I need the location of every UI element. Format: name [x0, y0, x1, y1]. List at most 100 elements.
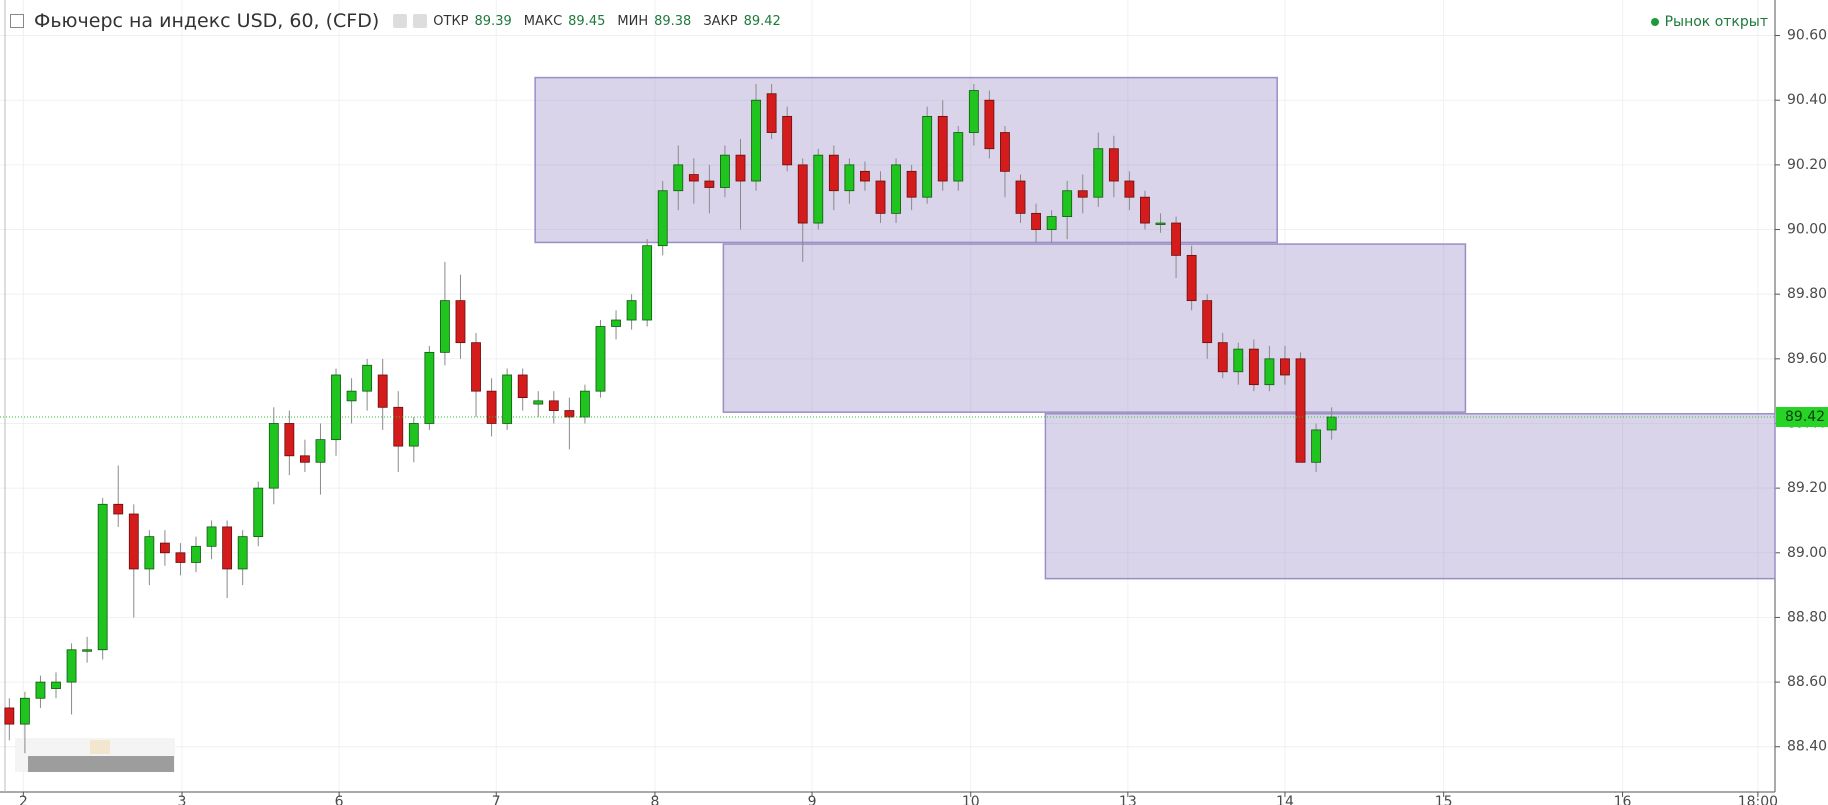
y-tick-label: 88.40 — [1787, 739, 1827, 755]
candle-body — [1264, 358, 1275, 386]
candle-body — [66, 649, 77, 683]
label: ОТКР — [433, 13, 469, 29]
candle-body — [548, 400, 559, 411]
candle-body — [1077, 190, 1088, 198]
candle-body — [1295, 358, 1306, 463]
candle-body — [595, 326, 606, 392]
candle-body — [284, 423, 295, 457]
label: МАКС — [523, 13, 563, 29]
candle-body — [626, 300, 637, 321]
candle-body — [268, 423, 279, 489]
candle-body — [299, 455, 310, 463]
candle-body — [828, 154, 839, 192]
candle-body — [408, 423, 419, 447]
x-tick-label: 10 — [962, 794, 980, 805]
candle-body — [175, 552, 186, 563]
candle-body — [580, 390, 590, 418]
candle-body — [1202, 300, 1213, 344]
candle-body — [720, 154, 730, 188]
candle-body — [128, 513, 139, 570]
candle-body — [19, 697, 30, 725]
candle-body — [377, 374, 388, 408]
candle-body — [97, 503, 108, 651]
candle-body — [875, 180, 886, 214]
zone — [722, 243, 1467, 413]
candle-body — [766, 93, 777, 133]
candle-body — [844, 164, 855, 192]
candle-body — [331, 374, 341, 441]
candle-body — [144, 536, 155, 570]
candle-body — [968, 90, 979, 133]
candle-body — [440, 300, 450, 353]
plot-area — [0, 0, 1775, 792]
candle-body — [51, 681, 61, 689]
candle-body — [346, 390, 357, 402]
candle-body — [860, 170, 870, 182]
candle-body — [673, 164, 684, 192]
header: Фьючерс на индекс USD, 60, (CFD) ОТКР 89.… — [10, 10, 787, 32]
candle-body — [533, 400, 544, 405]
y-tick-label: 89.60 — [1787, 351, 1827, 367]
icon[interactable] — [393, 14, 408, 28]
x-tick-label: 7 — [492, 794, 501, 805]
candle-body — [237, 536, 248, 570]
candle-body — [937, 115, 948, 182]
candle-body — [1217, 342, 1228, 373]
candle-body — [735, 154, 746, 182]
candle-body — [1046, 216, 1057, 230]
value: 89.39 — [474, 13, 512, 29]
icon[interactable] — [413, 14, 428, 28]
candle-body — [1140, 196, 1150, 224]
candle-body — [891, 164, 901, 214]
x-tick-label: 9 — [808, 794, 817, 805]
candle-body — [1155, 222, 1166, 225]
candle-body — [113, 503, 124, 515]
candle-body — [1311, 429, 1321, 463]
y-tick-label: 90.20 — [1787, 157, 1827, 173]
x-tick-label: 6 — [335, 794, 344, 805]
x-tick-label: 3 — [178, 794, 187, 805]
candle-body — [688, 174, 699, 182]
candle-body — [704, 180, 715, 188]
y-tick-label: 88.80 — [1787, 609, 1827, 625]
y-tick-label: 89.80 — [1787, 286, 1827, 302]
candle-body — [206, 526, 217, 547]
candle-body — [393, 406, 404, 447]
candle-body — [1186, 254, 1197, 302]
symbol: Фьючерс на индекс USD, 60, (CFD) — [34, 10, 380, 32]
candle-body — [471, 342, 481, 392]
candle-body — [1093, 148, 1104, 198]
candle-body — [517, 374, 528, 399]
collapse-button[interactable] — [10, 14, 24, 28]
candle-body — [1108, 148, 1119, 182]
x-tick-label: 18:00 — [1738, 794, 1778, 805]
last-price-box — [1776, 407, 1828, 428]
x-tick-label: 16 — [1614, 794, 1632, 805]
candle-body — [362, 364, 373, 392]
candle-body — [782, 115, 793, 166]
candle-body — [4, 707, 15, 725]
watermark — [15, 738, 175, 772]
candle-body — [751, 99, 761, 182]
candle-body — [797, 164, 808, 224]
candle-body — [611, 319, 621, 327]
candle-body — [1326, 416, 1337, 431]
zone — [534, 76, 1278, 244]
candle-body — [82, 649, 93, 652]
candle-body — [502, 374, 513, 424]
x-tick-label: 8 — [650, 794, 659, 805]
candle-body — [1062, 190, 1073, 217]
candle-body — [813, 154, 824, 224]
label: ЗАКР — [703, 13, 738, 29]
candle-body — [191, 545, 201, 563]
candle-body — [1124, 180, 1135, 198]
candle-body — [1280, 358, 1290, 376]
y-tick-label: 90.40 — [1787, 92, 1827, 108]
candle-body — [922, 115, 933, 198]
candle-body — [455, 300, 466, 344]
label: МИН — [617, 13, 649, 29]
candle-body — [1171, 222, 1181, 256]
candle-body — [564, 410, 575, 418]
